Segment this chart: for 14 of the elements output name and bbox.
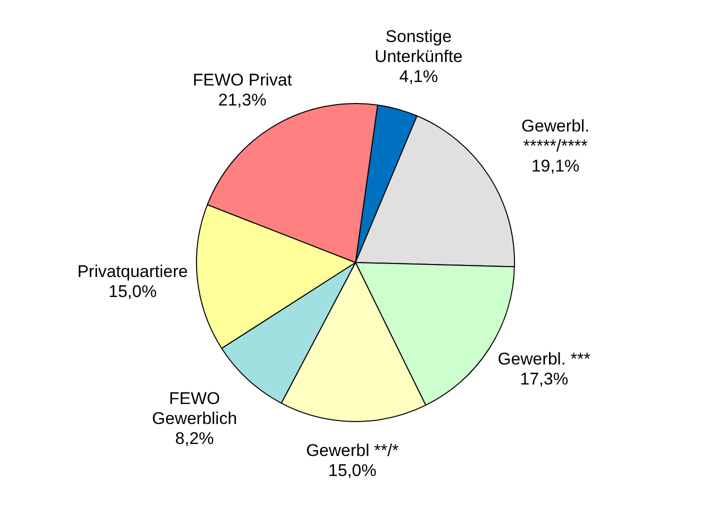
data-label: 21,3% — [218, 90, 266, 110]
data-label: 15,0% — [328, 461, 376, 480]
slice-label: FEWO Privat — [192, 70, 292, 90]
slice-label: FEWO Gewerblich — [152, 389, 238, 428]
data-label: 4,1% — [399, 66, 438, 86]
slice-label: Sonstige Unterkünfte — [374, 26, 463, 66]
data-label: 8,2% — [175, 429, 214, 448]
data-label: 15,0% — [108, 282, 157, 301]
slice-label: Privatquartiere — [77, 262, 188, 281]
slice-label: Gewerbl. *** — [498, 350, 591, 369]
data-label: 17,3% — [520, 370, 568, 389]
slice-label: Gewerbl. *****/**** — [521, 116, 590, 156]
data-label: 19,1% — [531, 156, 580, 176]
slice-label: Gewerbl **/* — [306, 441, 400, 460]
